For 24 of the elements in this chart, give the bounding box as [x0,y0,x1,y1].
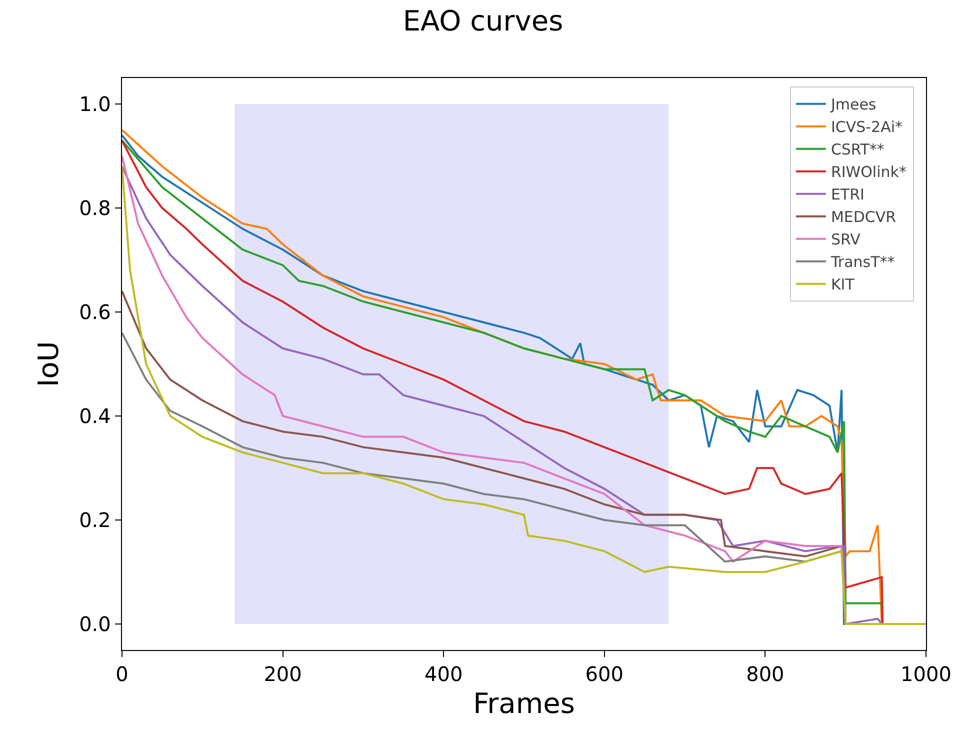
y-tick-label: 0.4 [79,404,111,428]
legend-label: SRV [830,230,862,249]
legend-label: Jmees [830,96,876,114]
x-tick-label: 200 [264,662,302,686]
legend-label: ETRI [830,186,864,204]
x-tick-label: 1000 [900,662,952,686]
legend-label: RIWOlink* [830,163,907,182]
x-tick-label: 0 [116,662,128,686]
y-tick-label: 0.6 [79,300,111,324]
y-axis-title: IoU [32,341,65,387]
y-tick-label: 0.2 [79,508,111,532]
legend-label: KIT [830,276,856,294]
x-axis-title: Frames [473,687,575,720]
y-tick-label: 1.0 [79,92,111,116]
x-tick-label: 400 [424,662,463,686]
x-tick-label: 800 [746,662,784,686]
legend-label: MEDCVR [830,208,896,226]
y-tick-label: 0.0 [79,612,111,636]
y-tick-label: 0.8 [79,196,111,220]
legend-label: CSRT** [830,140,885,159]
x-tick-label: 600 [585,662,624,686]
chart-title: EAO curves [402,4,564,38]
legend-label: ICVS-2Ai* [830,118,904,136]
legend-label: TransT** [830,253,896,272]
